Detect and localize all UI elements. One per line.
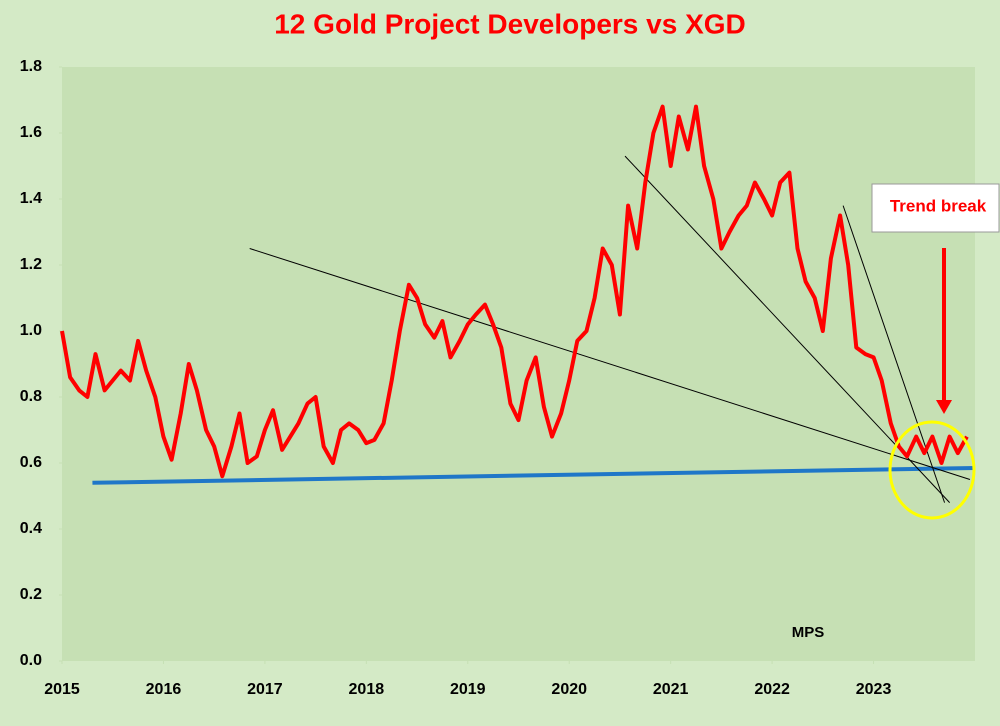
y-tick-label: 0.4: [20, 520, 42, 537]
y-tick-label: 1.6: [20, 124, 42, 141]
x-tick-label: 2015: [44, 681, 80, 698]
trend-line: [92, 465, 976, 485]
y-tick-label: 0.8: [20, 388, 42, 405]
y-tick-label: 1.0: [20, 322, 42, 339]
x-tick-label: 2018: [349, 681, 385, 698]
x-tick-label: 2017: [247, 681, 283, 698]
y-tick-label: 0.2: [20, 586, 42, 603]
arrow-head: [936, 400, 952, 414]
data-line: [60, 104, 969, 479]
plot-area: [62, 67, 975, 661]
y-tick-label: 0.0: [20, 652, 42, 669]
annotation-box: [871, 183, 1000, 233]
x-tick-label: 2021: [653, 681, 689, 698]
trend-line: [249, 248, 971, 480]
y-tick-label: 1.2: [20, 256, 42, 273]
y-tick-label: 0.6: [20, 454, 42, 471]
annotation: MPS: [792, 624, 825, 641]
y-tick-label: 1.4: [20, 190, 42, 207]
x-tick-label: 2016: [146, 681, 182, 698]
highlight-circle: [888, 420, 976, 520]
x-tick-label: 2023: [856, 681, 892, 698]
annotation: Trend break: [890, 196, 987, 215]
y-tick-label: 1.8: [20, 58, 42, 75]
x-tick-label: 2022: [754, 681, 790, 698]
trend-line: [842, 205, 946, 503]
x-tick-label: 2019: [450, 681, 486, 698]
x-tick-label: 2020: [551, 681, 587, 698]
chart-title: 12 Gold Project Developers vs XGD: [274, 8, 746, 39]
